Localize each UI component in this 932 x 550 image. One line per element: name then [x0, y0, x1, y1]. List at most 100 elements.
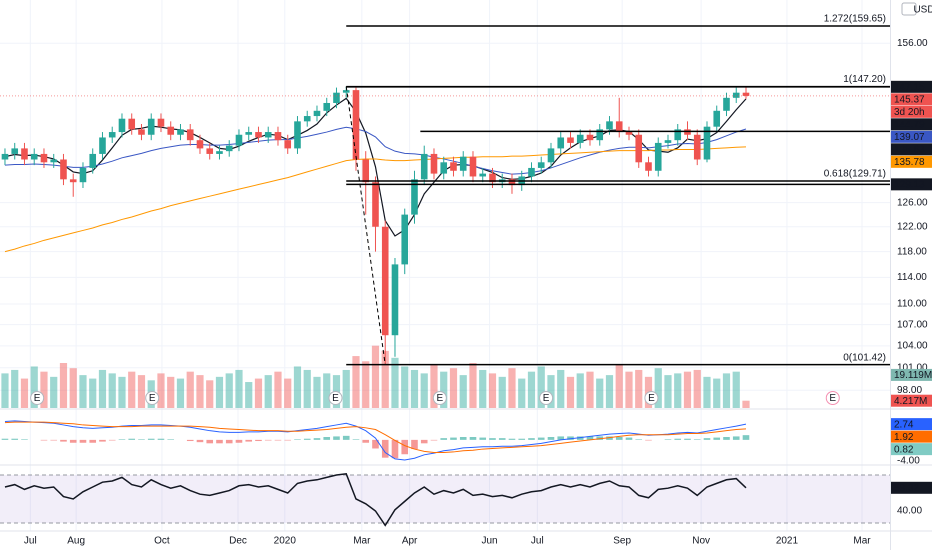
price-badge-label: 135.78 [894, 157, 925, 168]
candle-body [420, 153, 428, 180]
earnings-marker [825, 391, 840, 405]
macd-histogram-bar [420, 439, 428, 444]
price-badge-label: 147.15 [894, 82, 925, 93]
candle-body [333, 92, 340, 103]
candle-body [60, 159, 67, 180]
x-tick-label: Mar [853, 536, 871, 547]
candle-body [381, 226, 389, 336]
countdown-label: 3d 20h [894, 107, 925, 118]
price-badge [891, 118, 932, 131]
candle-body [108, 132, 116, 138]
volume-bar [401, 366, 409, 408]
earnings-label: E [34, 393, 41, 404]
price-badge [891, 143, 932, 156]
volume-bar [440, 371, 448, 408]
macd-histogram-bar [11, 438, 19, 440]
volume-bar [40, 371, 48, 408]
macd-histogram-bar [430, 439, 438, 441]
y-tick-label: 110.00 [897, 299, 927, 310]
x-tick-label: Aug [67, 536, 85, 547]
volume-bar [176, 378, 185, 408]
volume-bar [118, 376, 126, 408]
candle-body [352, 90, 360, 160]
volume-bar [449, 368, 458, 408]
candle-body [567, 137, 574, 143]
volume-bar [722, 373, 731, 408]
candle-body [225, 145, 233, 152]
candle-body [157, 118, 165, 127]
y-tick-label: 98.00 [897, 385, 922, 396]
volume-bar [225, 373, 233, 408]
volume-bar [59, 363, 68, 408]
macd-histogram-bar [508, 438, 516, 440]
candle-body [128, 118, 136, 130]
candle-body [469, 156, 477, 177]
earnings-marker [145, 391, 160, 405]
price-badge-label: 2.74 [894, 419, 914, 430]
x-tick-label: 2020 [274, 536, 297, 547]
volume-bar [284, 378, 292, 408]
volume-bar [167, 376, 175, 408]
volume-bar [625, 371, 633, 408]
volume-bar [674, 373, 682, 408]
macd-histogram-bar [225, 439, 233, 444]
macd-histogram-bar [264, 439, 272, 441]
earnings-label: E [648, 393, 655, 404]
grid [0, 0, 890, 531]
settings-icon[interactable] [901, 2, 917, 16]
currency-label: USD [913, 5, 932, 16]
candle-body [742, 92, 750, 96]
candle-body [362, 159, 370, 183]
macd-histogram-bar [206, 439, 214, 444]
candle-body [30, 153, 38, 160]
macd-histogram-bar [381, 439, 389, 458]
candle-body [664, 140, 672, 143]
candle-body [89, 153, 97, 168]
y-tick-label: 40.00 [897, 506, 922, 517]
macd-histogram-bar [567, 436, 574, 440]
volume-bar [391, 357, 399, 408]
candle-body [118, 118, 126, 133]
candle-body [615, 121, 623, 133]
macd-pane [1, 420, 750, 461]
price-badge-label: 1.92 [894, 432, 914, 443]
candle-body [557, 137, 565, 149]
macd-histogram-bar [450, 437, 457, 440]
volume-bar [615, 364, 623, 408]
volume-bar [488, 373, 497, 408]
candle-body [372, 182, 379, 227]
candle-body [147, 118, 155, 135]
candle-body [537, 162, 545, 168]
price-badge [891, 368, 932, 381]
macd-histogram-bar [732, 436, 740, 440]
candle-body [40, 153, 48, 163]
candle-body [177, 129, 184, 135]
price-badge [891, 155, 932, 168]
macd-histogram-bar [245, 439, 253, 442]
candle-body [294, 121, 301, 149]
volume-bar [683, 371, 692, 408]
volume-bar [352, 356, 360, 408]
candle-body [654, 142, 662, 171]
macd-histogram-bar [216, 439, 223, 444]
macd-histogram-bar [167, 439, 175, 440]
candle-body [69, 179, 77, 183]
candle-body [430, 153, 438, 174]
volume-bar [20, 378, 29, 408]
macd-histogram-bar [99, 439, 106, 442]
volume-bar [303, 369, 311, 408]
candle-body [206, 148, 214, 154]
candle-body [625, 132, 633, 135]
volume-bar [654, 368, 662, 408]
candle-body [693, 134, 701, 160]
volume-bar [157, 373, 165, 408]
candle-body [186, 129, 194, 141]
macd-histogram-bar [489, 438, 496, 440]
macd-histogram-bar [576, 436, 584, 440]
volume-bar [479, 369, 487, 408]
candle-body [99, 137, 106, 154]
candle-body [440, 162, 448, 174]
volume-bar [11, 369, 19, 408]
candle-body [342, 90, 350, 93]
volume-bar [69, 368, 77, 408]
